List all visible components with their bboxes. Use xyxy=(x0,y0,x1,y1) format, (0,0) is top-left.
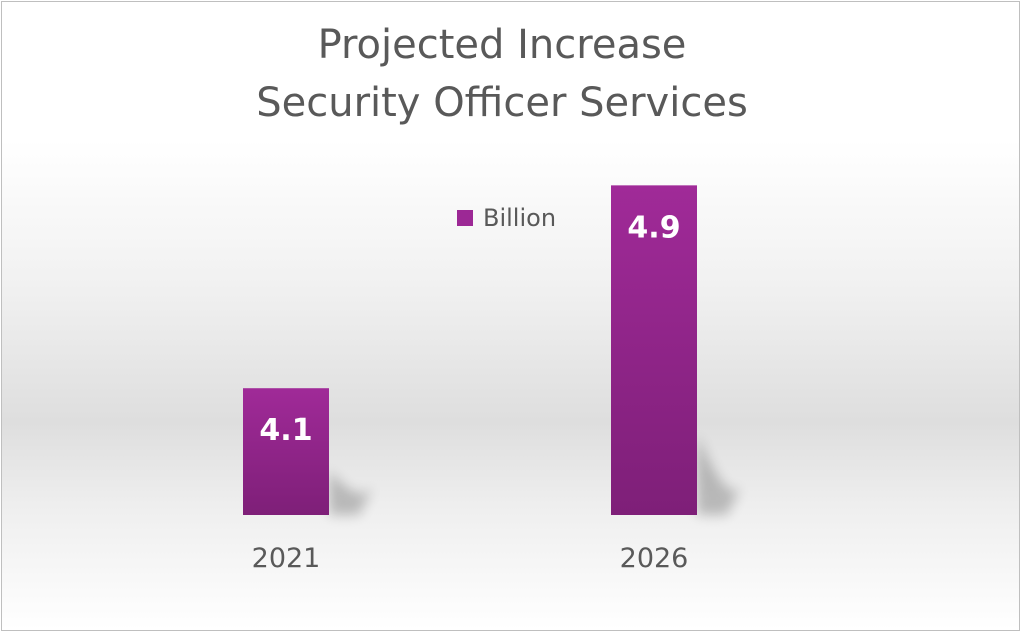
data-label-2021: 4.1 xyxy=(259,413,312,448)
chart-title: Projected Increase Security Officer Serv… xyxy=(2,16,1002,132)
data-label-2026: 4.9 xyxy=(627,210,680,245)
chart-title-line-2: Security Officer Services xyxy=(256,80,748,126)
legend-label-billion: Billion xyxy=(483,204,556,232)
bar-shadow-2021 xyxy=(329,470,373,515)
bar-shadow-2026 xyxy=(697,435,741,515)
category-label-2026: 2026 xyxy=(620,543,689,574)
bar-2026 xyxy=(611,185,697,515)
bar-2021 xyxy=(243,388,329,515)
legend-swatch-billion xyxy=(457,210,473,226)
category-label-2021: 2021 xyxy=(252,543,321,574)
chart-title-line-1: Projected Increase xyxy=(317,22,687,68)
